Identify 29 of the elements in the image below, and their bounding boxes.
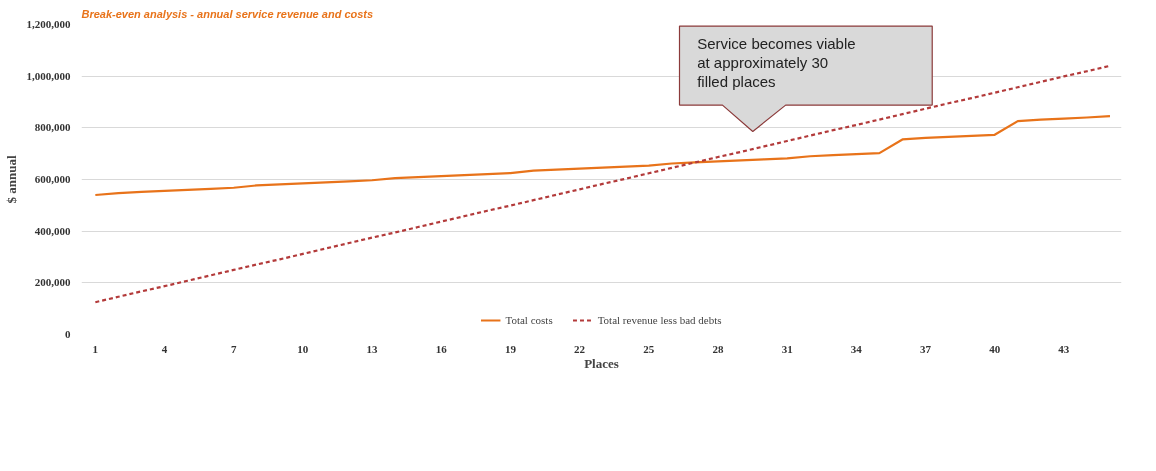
y-tick-label: 400,000 <box>34 224 71 237</box>
legend-label: Total revenue less bad debts <box>597 314 722 326</box>
y-axis-title: $ annual <box>3 155 19 204</box>
y-tick-label: 0 <box>65 328 71 340</box>
y-tick-label: 1,200,000 <box>26 18 71 30</box>
x-tick-label: 31 <box>781 342 793 355</box>
x-tick-label: 1 <box>92 342 99 355</box>
x-tick-label: 16 <box>435 342 448 355</box>
legend-label: Total costs <box>505 314 553 326</box>
y-tick-label: 1,000,000 <box>26 69 71 82</box>
x-tick-label: 4 <box>161 342 168 355</box>
x-tick-label: 10 <box>297 342 309 355</box>
y-tick-label: 800,000 <box>34 121 71 134</box>
x-tick-label: 25 <box>643 342 655 355</box>
line-series <box>94 115 1112 197</box>
x-axis-title: Places <box>584 355 619 371</box>
annotation: Service becomes viable at approximately 30 filled places <box>697 35 856 90</box>
chart-title: Break-even analysis - annual service revenue and costs <box>81 7 374 20</box>
x-tick-label: 28 <box>712 342 724 355</box>
y-tick-label: 600,000 <box>34 173 71 185</box>
x-tick-label: 40 <box>989 342 1001 355</box>
x-tick-label: 19 <box>504 342 517 355</box>
x-tick-label: 22 <box>574 342 586 355</box>
x-tick-label: 43 <box>1058 342 1070 355</box>
x-tick-label: 37 <box>919 342 932 355</box>
x-tick-label: 34 <box>850 342 863 355</box>
y-tick-label: 200,000 <box>34 276 71 289</box>
x-tick-label: 7 <box>230 342 237 355</box>
x-tick-label: 13 <box>366 342 379 355</box>
